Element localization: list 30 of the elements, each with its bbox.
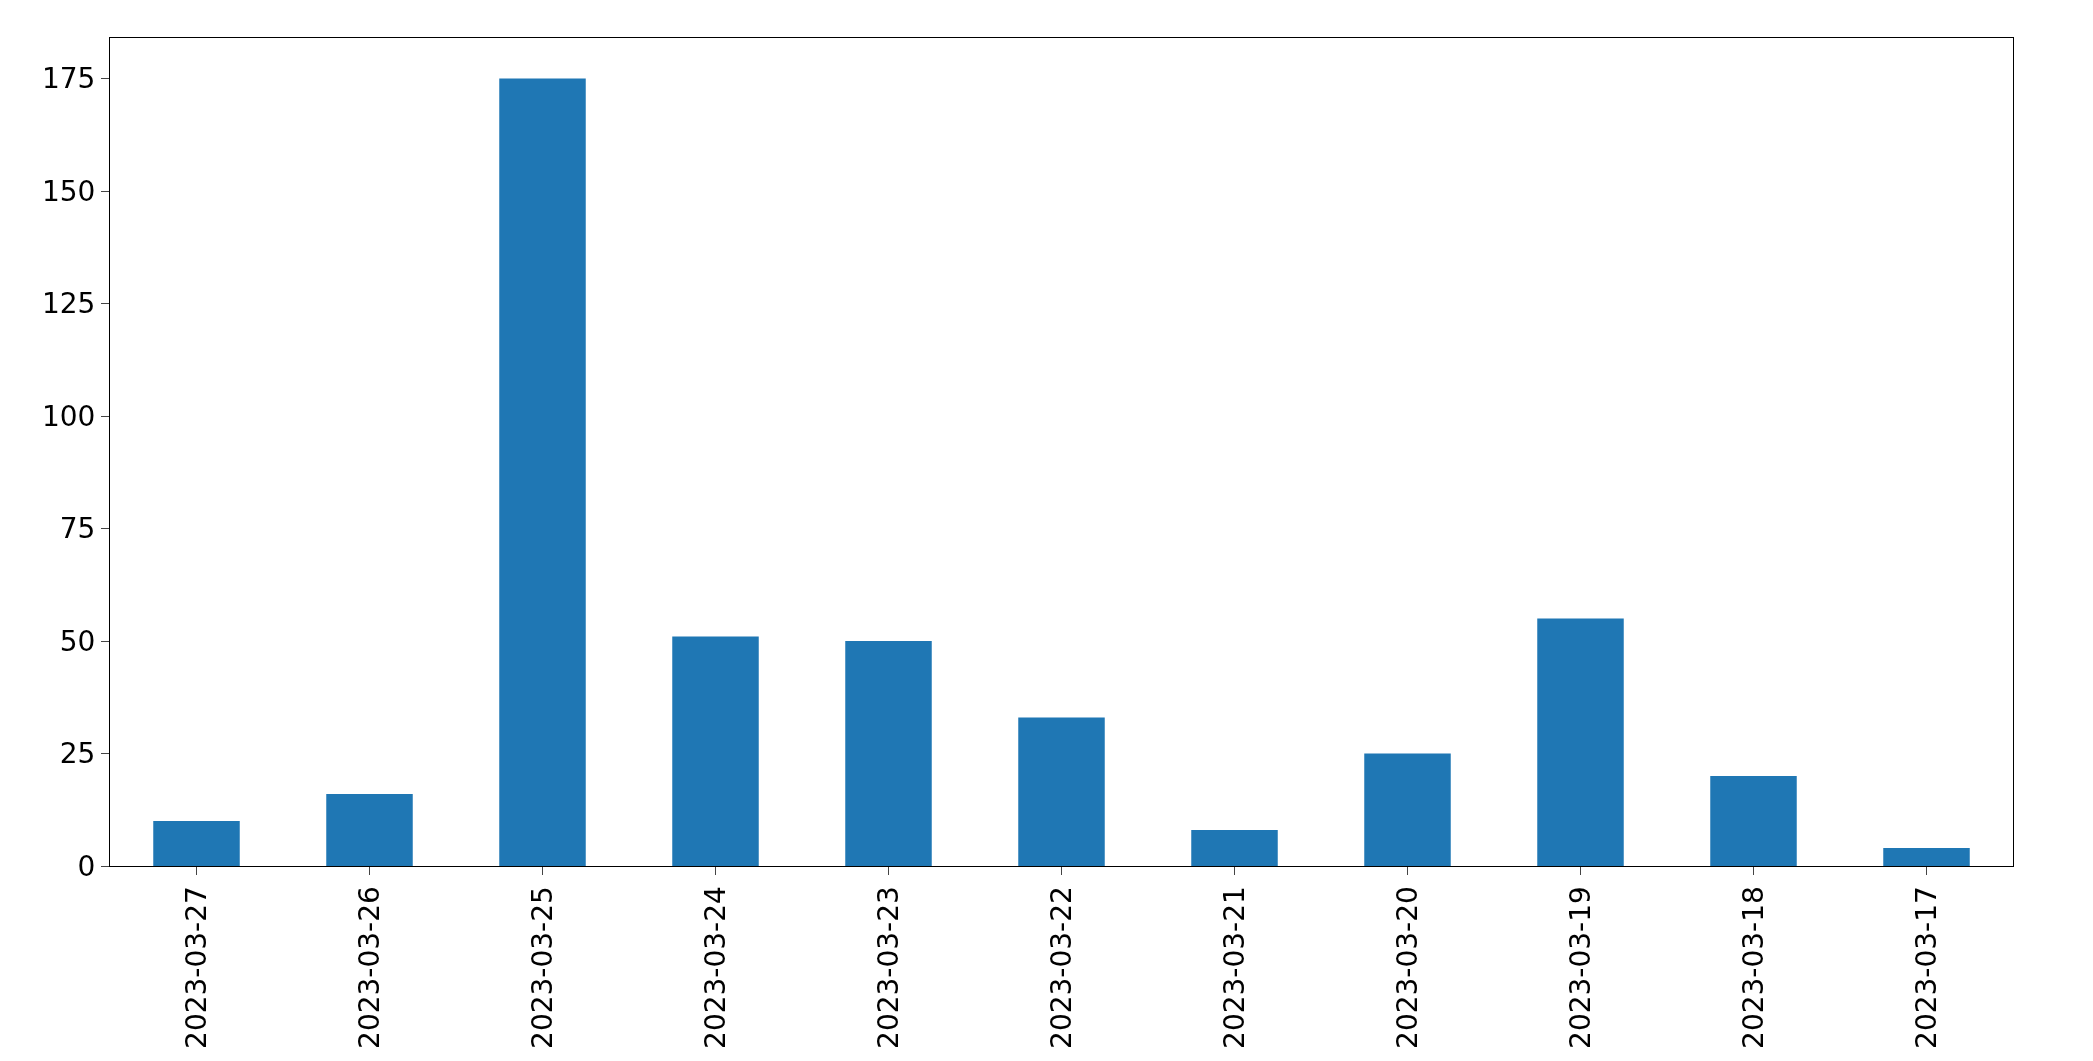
x-tick-label: 2023-03-26	[352, 886, 386, 1049]
bar	[1710, 776, 1797, 866]
bar	[1191, 830, 1278, 866]
x-tick-label: 2023-03-20	[1390, 886, 1424, 1049]
y-tick-label: 175	[41, 62, 96, 96]
bar	[153, 821, 240, 866]
x-tick-label: 2023-03-17	[1909, 886, 1943, 1049]
y-tick-label: 125	[41, 287, 96, 321]
bar	[1537, 618, 1624, 866]
x-tick-label: 2023-03-19	[1563, 886, 1597, 1049]
y-tick-label: 75	[59, 512, 96, 546]
bar	[499, 78, 586, 866]
x-tick-label: 2023-03-25	[525, 886, 559, 1049]
y-tick-label: 100	[41, 399, 96, 433]
x-tick-label: 2023-03-21	[1217, 886, 1251, 1049]
bar	[672, 636, 759, 866]
y-tick-label: 0	[77, 849, 96, 883]
x-tick-label: 2023-03-22	[1044, 886, 1078, 1049]
bar	[1018, 717, 1105, 866]
x-tick-label: 2023-03-27	[179, 886, 213, 1049]
x-tick-label: 2023-03-18	[1736, 886, 1770, 1049]
y-tick-label: 50	[59, 624, 96, 658]
bar	[326, 794, 413, 866]
x-tick-label: 2023-03-23	[871, 886, 905, 1049]
bar	[845, 641, 932, 866]
x-tick-label: 2023-03-24	[698, 886, 732, 1049]
y-tick-label: 25	[59, 737, 96, 771]
bar	[1883, 848, 1970, 866]
y-tick-label: 150	[41, 174, 96, 208]
bar	[1364, 753, 1451, 866]
